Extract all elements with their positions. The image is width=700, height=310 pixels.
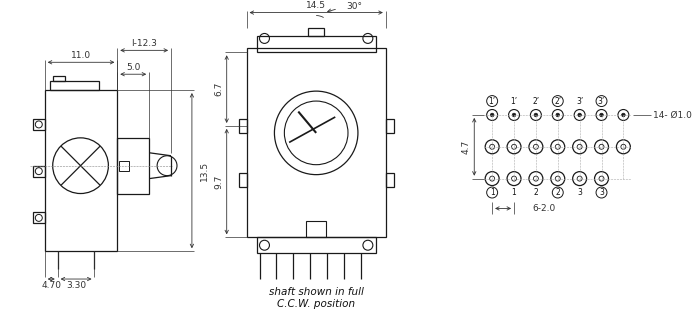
Circle shape — [600, 113, 603, 117]
Bar — [33, 119, 45, 130]
Circle shape — [491, 113, 494, 117]
Text: 4.70: 4.70 — [41, 281, 61, 290]
Bar — [33, 212, 45, 223]
Text: 11.0: 11.0 — [71, 51, 91, 60]
Text: 2’: 2’ — [532, 96, 540, 106]
Text: 3’: 3’ — [576, 96, 583, 106]
Bar — [246, 48, 386, 237]
Text: 5.0: 5.0 — [126, 63, 141, 72]
Bar — [386, 119, 393, 133]
Bar — [33, 166, 45, 177]
Bar — [306, 221, 326, 237]
Text: 2: 2 — [533, 188, 538, 197]
Bar — [50, 81, 99, 90]
Bar — [239, 173, 246, 187]
Text: 4.7: 4.7 — [462, 140, 471, 154]
Text: 6-2.0: 6-2.0 — [532, 204, 556, 213]
Bar — [52, 76, 64, 81]
Bar — [119, 161, 130, 171]
Text: 3: 3 — [578, 188, 582, 197]
Text: 6.7: 6.7 — [214, 82, 223, 96]
Bar — [256, 37, 376, 52]
Text: 30°: 30° — [346, 2, 362, 11]
Circle shape — [578, 113, 582, 117]
Text: shaft shown in full: shaft shown in full — [269, 287, 363, 297]
Text: 14.5: 14.5 — [306, 1, 326, 10]
Text: 2: 2 — [555, 188, 560, 197]
Text: 1: 1 — [490, 188, 494, 197]
Text: 3.30: 3.30 — [66, 281, 86, 290]
Circle shape — [556, 113, 559, 117]
Text: l-12.3: l-12.3 — [131, 39, 157, 48]
Bar — [118, 138, 149, 193]
Text: C.C.W. position: C.C.W. position — [277, 299, 355, 309]
Text: 1’: 1’ — [489, 96, 496, 106]
Circle shape — [622, 113, 625, 117]
Text: 2’: 2’ — [554, 96, 561, 106]
Text: 3: 3 — [599, 188, 604, 197]
Bar — [239, 119, 246, 133]
Bar — [386, 173, 393, 187]
Text: 9.7: 9.7 — [214, 175, 223, 189]
Text: 3’: 3’ — [598, 96, 605, 106]
Bar — [45, 90, 118, 251]
Circle shape — [512, 113, 516, 117]
Bar — [308, 29, 324, 37]
Text: 13.5: 13.5 — [200, 161, 209, 181]
Text: 1’: 1’ — [510, 96, 517, 106]
Bar — [256, 237, 376, 253]
Text: 1: 1 — [512, 188, 517, 197]
Circle shape — [534, 113, 538, 117]
Text: 14- Ø1.0: 14- Ø1.0 — [653, 110, 692, 119]
